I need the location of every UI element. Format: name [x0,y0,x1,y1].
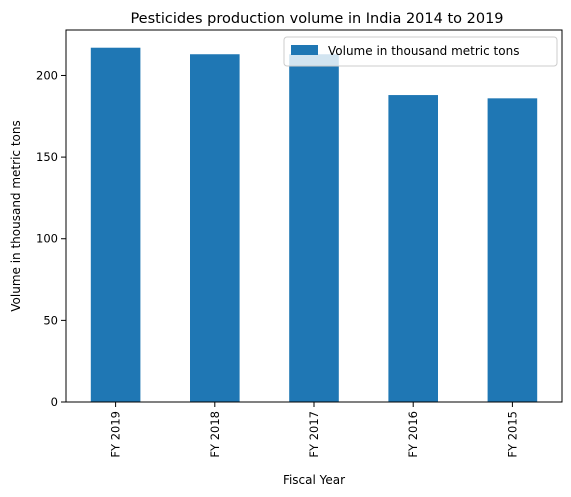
y-tick-label: 50 [43,313,58,327]
legend: Volume in thousand metric tons [283,36,558,67]
bar-fy-2015 [487,98,538,402]
bars [90,47,538,403]
x-tick-label: FY 2016 [406,411,420,458]
bar-fy-2017 [289,54,339,402]
bar-fy-2019 [90,47,141,402]
legend-frame [283,36,558,67]
x-tick-label: FY 2017 [307,411,321,458]
x-tick-label: FY 2019 [109,411,123,458]
bar-fy-2016 [388,95,438,403]
x-tick-label: FY 2015 [505,411,519,458]
y-tick-label: 100 [36,232,58,246]
x-axis-ticks: FY 2019 FY 2018 FY 2017 FY 2016 FY 2015 [109,402,519,458]
bar-fy-2018 [190,54,240,402]
chart-title: Pesticides production volume in India 20… [130,11,503,27]
y-tick-label: 150 [36,150,58,164]
legend-label: Volume in thousand metric tons [328,44,519,58]
x-tick-label: FY 2018 [208,411,222,458]
y-tick-label: 200 [36,68,58,82]
plot-frame [65,29,563,403]
legend-swatch [291,45,318,55]
x-axis-label: Fiscal Year [283,473,345,487]
y-axis-label: Volume in thousand metric tons [9,120,23,311]
y-tick-label: 0 [51,395,58,409]
y-axis-ticks: 0 50 100 150 200 [36,68,66,409]
